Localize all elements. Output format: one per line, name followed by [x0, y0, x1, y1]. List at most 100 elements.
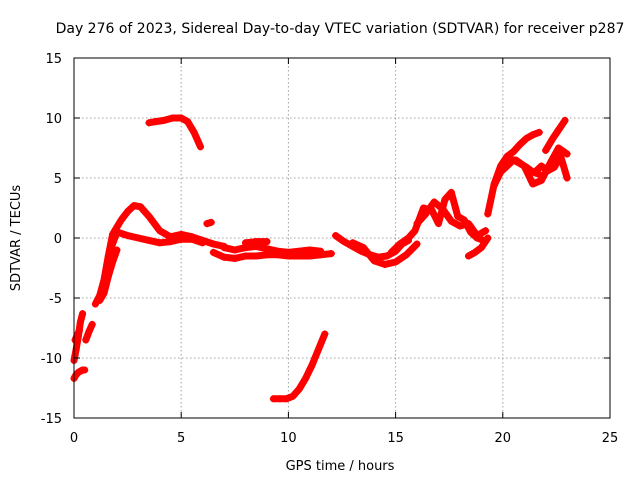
- data-point: [220, 253, 228, 261]
- data-point: [447, 217, 455, 225]
- series-track-d: [82, 320, 96, 344]
- data-point: [274, 247, 282, 255]
- data-point: [231, 254, 239, 262]
- y-tick-label: 0: [54, 232, 62, 247]
- data-point: [471, 248, 479, 256]
- y-tick-label: 10: [45, 112, 62, 127]
- series-line: [465, 234, 492, 260]
- series-track-m: [269, 330, 329, 403]
- data-point: [383, 252, 391, 260]
- y-tick-label: 5: [54, 172, 62, 187]
- data-point: [477, 244, 485, 252]
- series-track-w: [542, 116, 569, 154]
- series-track-a: [70, 366, 89, 382]
- series-track-v: [531, 152, 571, 182]
- data-point: [537, 176, 545, 184]
- data-point: [542, 146, 550, 154]
- x-tick-label: 25: [602, 431, 619, 446]
- data-point: [321, 330, 329, 338]
- data-point: [359, 244, 367, 252]
- data-point: [156, 239, 164, 247]
- series-layer: [70, 114, 571, 403]
- data-point: [124, 232, 132, 240]
- chart-title: Day 276 of 2023, Sidereal Day-to-day VTE…: [56, 21, 625, 37]
- data-point: [561, 116, 569, 124]
- data-point: [396, 240, 404, 248]
- data-point: [71, 336, 79, 344]
- data-point: [252, 252, 260, 260]
- data-point: [464, 220, 472, 228]
- data-point: [177, 114, 185, 122]
- x-tick-label: 5: [177, 431, 185, 446]
- y-tick-label: -10: [41, 352, 62, 367]
- data-point: [169, 114, 177, 122]
- series-track-o: [349, 239, 421, 268]
- y-tick-label: -15: [41, 412, 62, 427]
- data-point: [516, 140, 524, 148]
- data-point: [263, 238, 271, 246]
- data-point: [156, 227, 164, 235]
- x-tick-label: 10: [280, 431, 297, 446]
- data-point: [340, 238, 348, 246]
- data-point: [555, 144, 563, 152]
- data-point: [306, 252, 314, 260]
- data-point: [295, 247, 303, 255]
- data-point: [100, 289, 108, 297]
- data-point: [456, 222, 464, 230]
- data-point: [503, 152, 511, 160]
- data-point: [76, 318, 84, 326]
- data-point: [203, 220, 211, 228]
- data-point: [387, 248, 395, 256]
- data-point: [512, 156, 520, 164]
- data-point: [96, 296, 104, 304]
- series-track-g: [96, 246, 121, 304]
- series-line: [531, 152, 571, 182]
- series-track-c: [71, 326, 83, 344]
- data-point: [392, 258, 400, 266]
- data-point: [145, 119, 153, 127]
- data-point: [563, 150, 571, 158]
- data-point: [441, 196, 449, 204]
- y-axis-title: SDTVAR / TECUs: [9, 185, 24, 292]
- data-point: [166, 238, 174, 246]
- series-line: [542, 116, 569, 154]
- data-point: [263, 245, 271, 253]
- data-point: [404, 234, 412, 242]
- data-point: [73, 331, 81, 339]
- data-point: [370, 257, 378, 265]
- data-point: [402, 251, 410, 259]
- data-point: [550, 163, 558, 171]
- data-point: [430, 198, 438, 206]
- y-tick-label: -5: [49, 292, 62, 307]
- series-line: [102, 228, 207, 278]
- data-point: [529, 180, 537, 188]
- data-point: [106, 246, 114, 254]
- data-point: [209, 248, 217, 256]
- data-point: [85, 328, 93, 336]
- data-point: [145, 236, 153, 244]
- data-point: [104, 272, 112, 280]
- data-point: [151, 118, 159, 126]
- data-point: [520, 162, 528, 170]
- data-point: [306, 246, 314, 254]
- series-track-i: [203, 218, 215, 228]
- data-point: [81, 366, 89, 374]
- series-track-p: [387, 188, 488, 256]
- data-point: [439, 205, 447, 213]
- series-track-r: [464, 234, 492, 260]
- x-tick-label: 15: [387, 431, 404, 446]
- data-point: [117, 216, 125, 224]
- data-point: [282, 395, 290, 403]
- data-point: [75, 326, 83, 334]
- data-point: [124, 208, 132, 216]
- grid: [74, 58, 610, 418]
- data-point: [327, 250, 335, 258]
- data-point: [464, 252, 472, 260]
- data-point: [422, 210, 430, 218]
- series-track-l: [242, 238, 271, 247]
- data-point: [537, 162, 545, 170]
- data-point: [190, 128, 198, 136]
- data-point: [349, 239, 357, 247]
- data-point: [529, 131, 537, 139]
